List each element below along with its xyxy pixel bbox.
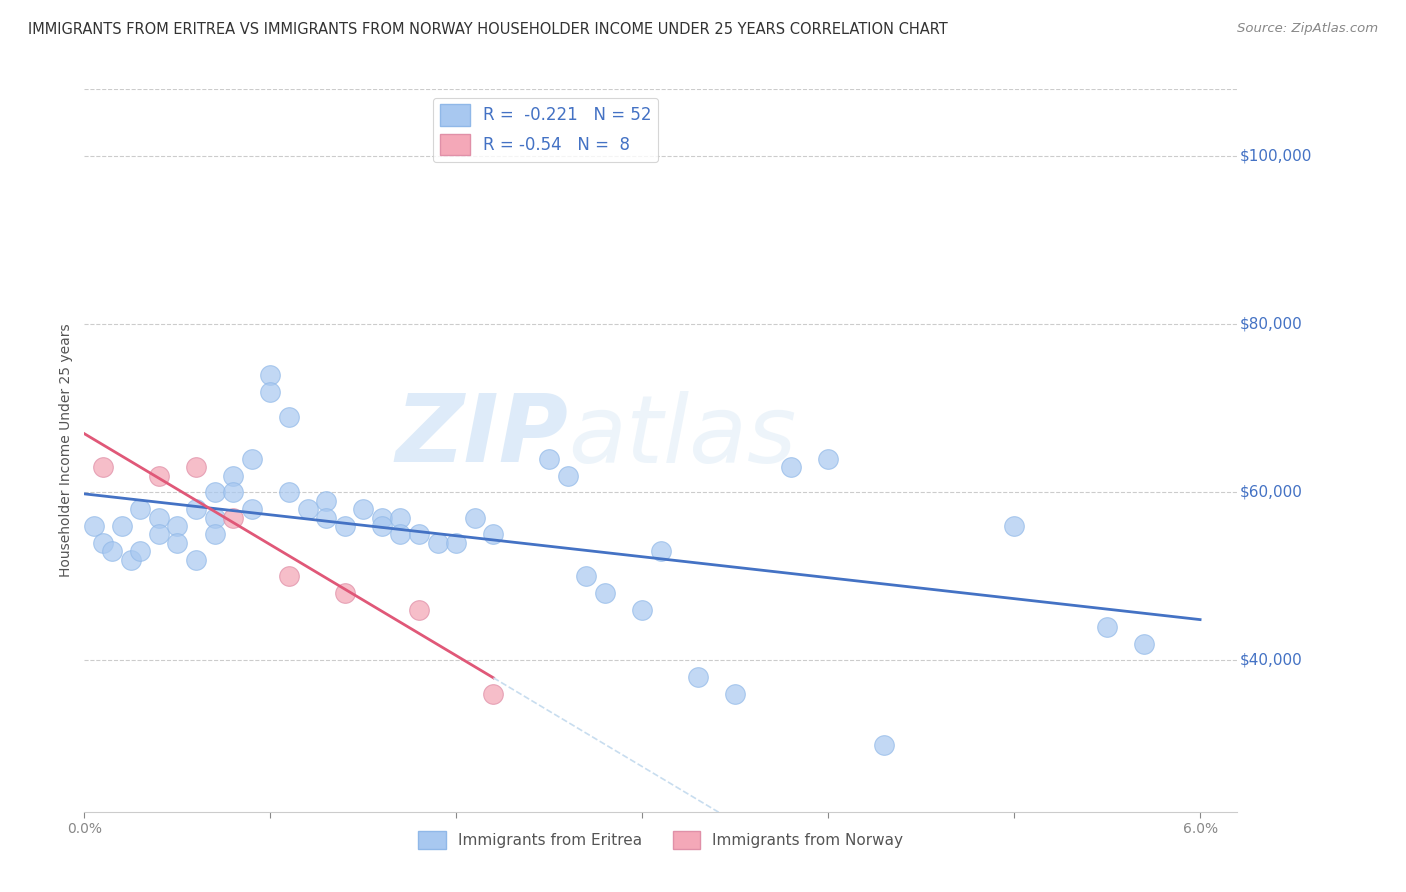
Point <box>101 544 124 558</box>
Point <box>631 603 654 617</box>
Point <box>408 603 430 617</box>
Point <box>277 409 299 424</box>
Text: ZIP: ZIP <box>395 390 568 482</box>
Point <box>817 451 839 466</box>
Text: atlas: atlas <box>568 391 797 482</box>
Point <box>222 510 245 524</box>
Point <box>482 687 505 701</box>
Point <box>315 510 337 524</box>
Point <box>686 670 709 684</box>
Point <box>129 544 152 558</box>
Point <box>83 519 105 533</box>
Point <box>371 519 394 533</box>
Legend: Immigrants from Eritrea, Immigrants from Norway: Immigrants from Eritrea, Immigrants from… <box>412 825 910 855</box>
Point <box>222 468 245 483</box>
Text: $100,000: $100,000 <box>1240 149 1312 164</box>
Point <box>297 502 319 516</box>
Point <box>315 494 337 508</box>
Point <box>873 738 896 752</box>
Point <box>724 687 747 701</box>
Point <box>389 527 412 541</box>
Point <box>333 586 356 600</box>
Point <box>204 485 226 500</box>
Point <box>557 468 579 483</box>
Text: $40,000: $40,000 <box>1240 653 1302 668</box>
Point <box>593 586 616 600</box>
Point <box>184 502 207 516</box>
Text: $80,000: $80,000 <box>1240 317 1302 332</box>
Point <box>148 510 170 524</box>
Text: $60,000: $60,000 <box>1240 485 1302 500</box>
Point <box>482 527 505 541</box>
Point <box>204 510 226 524</box>
Point <box>259 384 281 399</box>
Point <box>389 510 412 524</box>
Point <box>148 468 170 483</box>
Y-axis label: Householder Income Under 25 years: Householder Income Under 25 years <box>59 324 73 577</box>
Point <box>1002 519 1025 533</box>
Point <box>129 502 152 516</box>
Point <box>240 451 263 466</box>
Point <box>277 485 299 500</box>
Point <box>91 460 114 475</box>
Point <box>277 569 299 583</box>
Point <box>446 536 468 550</box>
Point <box>408 527 430 541</box>
Point <box>1133 637 1156 651</box>
Point <box>426 536 449 550</box>
Point <box>91 536 114 550</box>
Point <box>780 460 803 475</box>
Text: IMMIGRANTS FROM ERITREA VS IMMIGRANTS FROM NORWAY HOUSEHOLDER INCOME UNDER 25 YE: IMMIGRANTS FROM ERITREA VS IMMIGRANTS FR… <box>28 22 948 37</box>
Point <box>110 519 132 533</box>
Point <box>240 502 263 516</box>
Point <box>464 510 486 524</box>
Point <box>1095 620 1118 634</box>
Point <box>650 544 672 558</box>
Point <box>333 519 356 533</box>
Point <box>166 536 188 550</box>
Point <box>184 460 207 475</box>
Point <box>352 502 374 516</box>
Point <box>371 510 394 524</box>
Point <box>120 552 142 566</box>
Point <box>184 552 207 566</box>
Point <box>538 451 561 466</box>
Point <box>575 569 598 583</box>
Text: Source: ZipAtlas.com: Source: ZipAtlas.com <box>1237 22 1378 36</box>
Point <box>166 519 188 533</box>
Point <box>148 527 170 541</box>
Point <box>259 368 281 382</box>
Point <box>222 485 245 500</box>
Point <box>204 527 226 541</box>
